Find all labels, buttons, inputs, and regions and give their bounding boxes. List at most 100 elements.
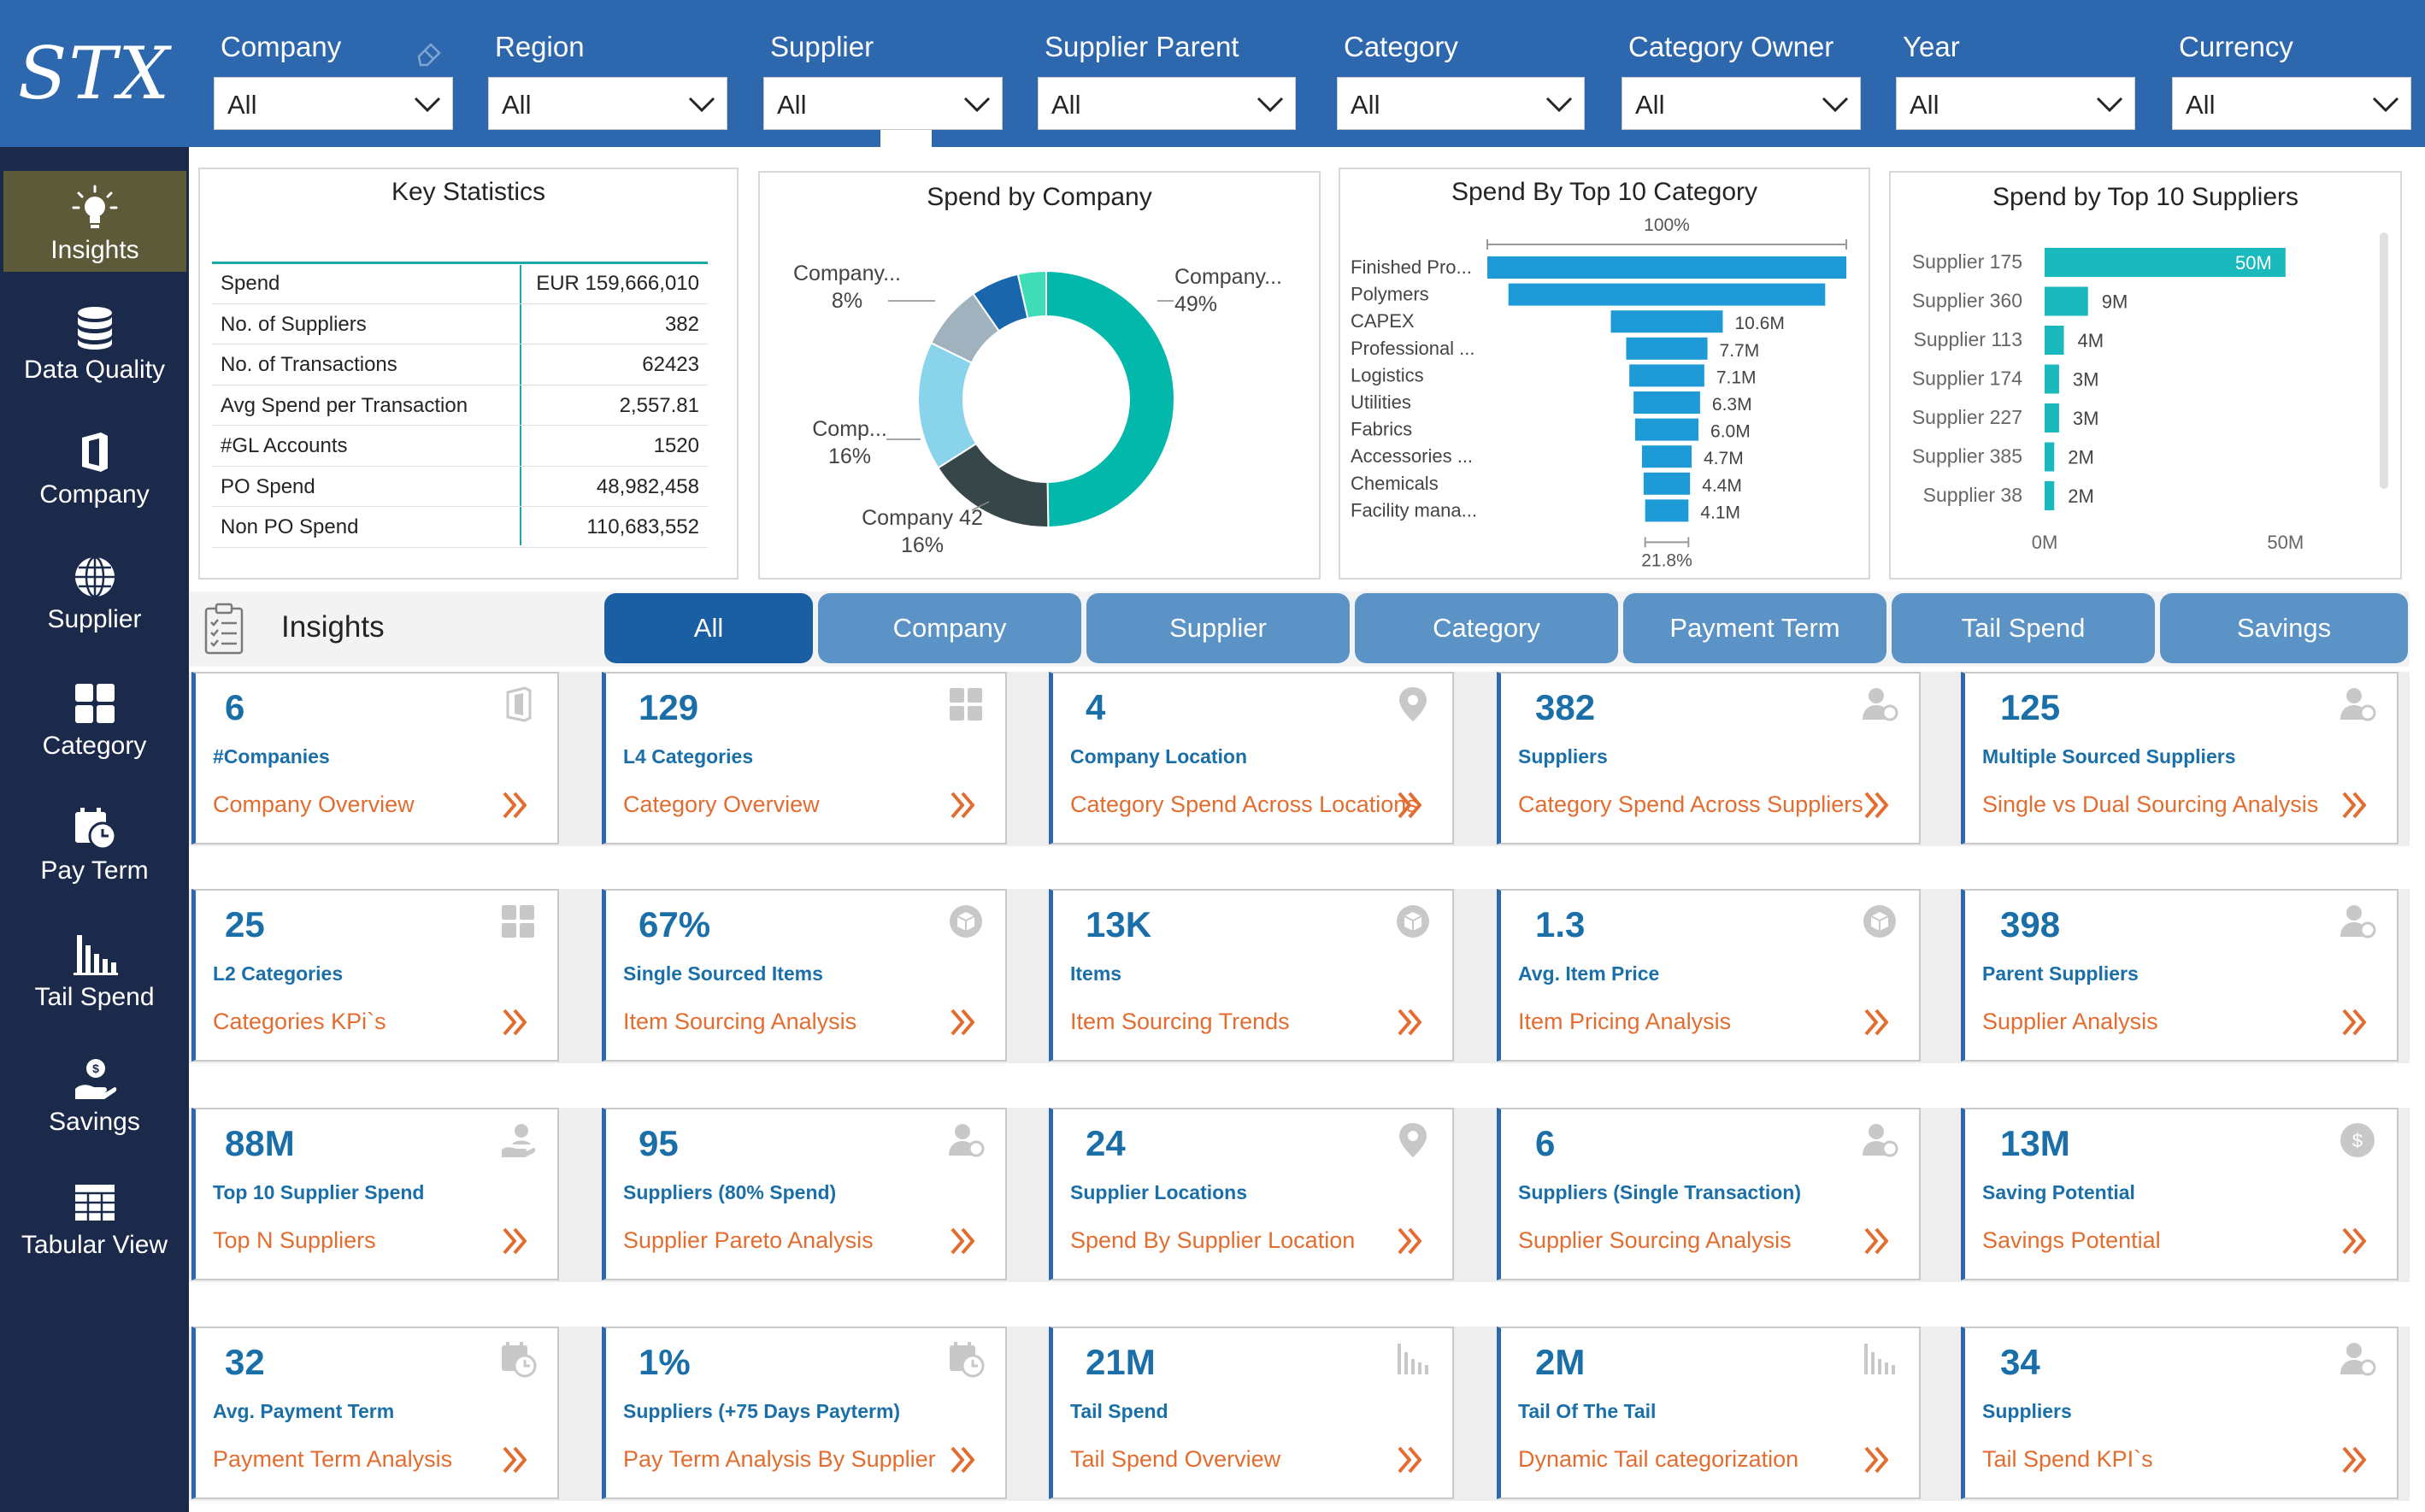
funnel-bar[interactable] <box>1645 499 1689 522</box>
tab-tail-spend[interactable]: Tail Spend <box>1892 593 2155 663</box>
pie-slice[interactable] <box>1016 269 1047 320</box>
tile-link[interactable]: Supplier Pareto Analysis <box>623 1227 874 1253</box>
chevron-double-right-icon[interactable] <box>2340 1005 2371 1039</box>
chevron-double-right-icon[interactable] <box>1863 1005 1893 1039</box>
insight-tile[interactable]: 2M Tail Of The Tail Dynamic Tail categoriz… <box>1497 1327 1921 1499</box>
tile-link[interactable]: Pay Term Analysis By Supplier <box>623 1446 936 1472</box>
tab-supplier[interactable]: Supplier <box>1086 593 1350 663</box>
category-dropdown[interactable]: All <box>1337 77 1585 130</box>
tile-link[interactable]: Payment Term Analysis <box>213 1446 453 1472</box>
tile-link[interactable]: Category Spend Across Locations <box>1070 791 1418 817</box>
tile-link[interactable]: Dynamic Tail categorization <box>1518 1446 1799 1472</box>
tile-link[interactable]: Tail Spend Overview <box>1070 1446 1281 1472</box>
supplier-bar[interactable] <box>2045 403 2059 432</box>
supplier-bar[interactable] <box>2045 286 2088 316</box>
tile-link[interactable]: Categories KPi`s <box>213 1009 386 1034</box>
sidebar-item-data-quality[interactable]: Data Quality <box>0 291 189 391</box>
supplier-bar[interactable] <box>2045 248 2286 277</box>
funnel-bar[interactable] <box>1610 310 1723 333</box>
tile-link[interactable]: Top N Suppliers <box>213 1227 376 1253</box>
funnel-bar[interactable] <box>1626 337 1708 360</box>
insight-tile[interactable]: 13K Items Item Sourcing Trends <box>1049 889 1454 1062</box>
insight-tile[interactable]: 129 L4 Categories Category Overview <box>602 672 1007 844</box>
funnel-bar[interactable] <box>1633 391 1700 414</box>
company-dropdown[interactable]: All <box>214 77 453 130</box>
chevron-double-right-icon[interactable] <box>1396 788 1427 822</box>
pie-slice[interactable] <box>1045 269 1175 528</box>
insight-tile[interactable]: 6 #Companies Company Overview <box>191 672 559 844</box>
chevron-double-right-icon[interactable] <box>2340 788 2371 822</box>
chevron-double-right-icon[interactable] <box>1863 788 1893 822</box>
tile-link[interactable]: Category Spend Across Suppliers <box>1518 791 1863 817</box>
chevron-double-right-icon[interactable] <box>2340 1224 2371 1258</box>
insight-tile[interactable]: 25 L2 Categories Categories KPi`s <box>191 889 559 1062</box>
chevron-double-right-icon[interactable] <box>1396 1224 1427 1258</box>
chevron-double-right-icon[interactable] <box>501 1005 532 1039</box>
insight-tile[interactable]: 1.3 Avg. Item Price Item Pricing Analysis <box>1497 889 1921 1062</box>
insight-tile[interactable]: 34 Suppliers Tail Spend KPI`s <box>1961 1327 2399 1499</box>
sidebar-item-tail-spend[interactable]: Tail Spend <box>0 918 189 1019</box>
sidebar-item-savings[interactable]: $ Savings <box>0 1043 189 1144</box>
chevron-double-right-icon[interactable] <box>501 788 532 822</box>
funnel-bar[interactable] <box>1487 256 1846 279</box>
sidebar-item-pay-term[interactable]: Pay Term <box>0 791 189 892</box>
chevron-double-right-icon[interactable] <box>1863 1443 1893 1477</box>
tab-savings[interactable]: Savings <box>2160 593 2408 663</box>
tile-link[interactable]: Supplier Sourcing Analysis <box>1518 1227 1792 1253</box>
currency-dropdown[interactable]: All <box>2172 77 2411 130</box>
insight-tile[interactable]: 398 Parent Suppliers Supplier Analysis <box>1961 889 2399 1062</box>
sidebar-item-supplier[interactable]: Supplier <box>0 540 189 641</box>
supplier-bar[interactable] <box>2045 442 2055 472</box>
insight-tile[interactable]: 125 Multiple Sourced Suppliers Single vs D… <box>1961 672 2399 844</box>
chevron-double-right-icon[interactable] <box>2340 1443 2371 1477</box>
chevron-double-right-icon[interactable] <box>949 788 980 822</box>
insight-tile[interactable]: 13M Saving Potential Savings Potential $ <box>1961 1108 2399 1280</box>
insight-tile[interactable]: 4 Company Location Category Spend Across L… <box>1049 672 1454 844</box>
scrollbar[interactable] <box>2380 232 2388 489</box>
supplier-bar[interactable] <box>2045 481 2055 510</box>
supplier-bar[interactable] <box>2045 326 2064 355</box>
insight-tile[interactable]: 32 Avg. Payment Term Payment Term Analysis <box>191 1327 559 1499</box>
insight-tile[interactable]: 21M Tail Spend Tail Spend Overview <box>1049 1327 1454 1499</box>
sidebar-item-category[interactable]: Category <box>0 667 189 768</box>
year-dropdown[interactable]: All <box>1896 77 2135 130</box>
insight-tile[interactable]: 24 Supplier Locations Spend By Supplier Lo… <box>1049 1108 1454 1280</box>
funnel-bar[interactable] <box>1629 364 1704 387</box>
chevron-double-right-icon[interactable] <box>501 1224 532 1258</box>
chevron-double-right-icon[interactable] <box>949 1224 980 1258</box>
tile-link[interactable]: Single vs Dual Sourcing Analysis <box>1982 791 2319 817</box>
category-owner-dropdown[interactable]: All <box>1622 77 1861 130</box>
tile-link[interactable]: Category Overview <box>623 791 820 817</box>
eraser-icon[interactable] <box>412 36 446 70</box>
supplier-parent-dropdown[interactable]: All <box>1038 77 1296 130</box>
tile-link[interactable]: Item Sourcing Trends <box>1070 1009 1290 1034</box>
chevron-double-right-icon[interactable] <box>949 1443 980 1477</box>
chevron-double-right-icon[interactable] <box>1863 1224 1893 1258</box>
funnel-bar[interactable] <box>1508 283 1826 306</box>
insight-tile[interactable]: 1% Suppliers (+75 Days Payterm) Pay Term A… <box>602 1327 1007 1499</box>
insight-tile[interactable]: 95 Suppliers (80% Spend) Supplier Pareto A… <box>602 1108 1007 1280</box>
tile-link[interactable]: Tail Spend KPI`s <box>1982 1446 2153 1472</box>
tab-company[interactable]: Company <box>818 593 1081 663</box>
tile-link[interactable]: Item Sourcing Analysis <box>623 1009 857 1034</box>
tab-all[interactable]: All <box>604 593 813 663</box>
tile-link[interactable]: Supplier Analysis <box>1982 1009 2158 1034</box>
chevron-double-right-icon[interactable] <box>1396 1443 1427 1477</box>
chevron-double-right-icon[interactable] <box>949 1005 980 1039</box>
sidebar-item-insights[interactable]: Insights <box>3 171 186 272</box>
insight-tile[interactable]: 382 Suppliers Category Spend Across Suppli… <box>1497 672 1921 844</box>
supplier-dropdown[interactable]: All <box>763 77 1003 130</box>
tile-link[interactable]: Company Overview <box>213 791 415 817</box>
tile-link[interactable]: Savings Potential <box>1982 1227 2161 1253</box>
insight-tile[interactable]: 88M Top 10 Supplier Spend Top N Suppliers <box>191 1108 559 1280</box>
sidebar-item-company[interactable]: Company <box>0 415 189 516</box>
funnel-bar[interactable] <box>1634 418 1699 441</box>
tab-category[interactable]: Category <box>1355 593 1618 663</box>
tile-link[interactable]: Item Pricing Analysis <box>1518 1009 1732 1034</box>
tile-link[interactable]: Spend By Supplier Location <box>1070 1227 1356 1253</box>
insight-tile[interactable]: 6 Suppliers (Single Transaction) Supplier … <box>1497 1108 1921 1280</box>
chevron-double-right-icon[interactable] <box>501 1443 532 1477</box>
tab-payment-term[interactable]: Payment Term <box>1623 593 1886 663</box>
chevron-double-right-icon[interactable] <box>1396 1005 1427 1039</box>
funnel-bar[interactable] <box>1643 472 1691 495</box>
